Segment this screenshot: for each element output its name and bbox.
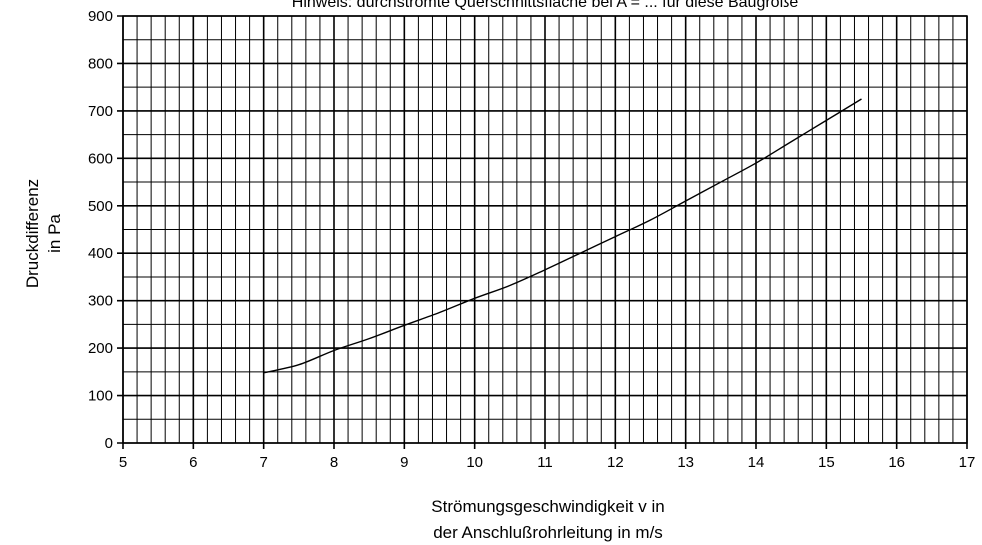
x-tick-label: 15 bbox=[818, 454, 835, 471]
y-axis-label: Druckdifferenz in Pa bbox=[23, 179, 64, 288]
y-tick-label: 100 bbox=[88, 388, 113, 405]
x-tick-label: 13 bbox=[677, 454, 694, 471]
y-label-line: Druckdifferenz bbox=[23, 179, 42, 288]
x-axis-label: Strömungsgeschwindigkeit v in der Anschlu… bbox=[431, 497, 664, 542]
series-line bbox=[263, 98, 862, 374]
y-tick-label: 500 bbox=[88, 198, 113, 215]
y-tick-label: 0 bbox=[105, 435, 113, 452]
y-tick-label: 200 bbox=[88, 340, 113, 357]
x-label-line: der Anschlußrohrleitung in m/s bbox=[433, 523, 663, 542]
x-label-line: Strömungsgeschwindigkeit v in bbox=[431, 497, 664, 516]
x-tick-label: 10 bbox=[466, 454, 483, 471]
x-tick-label: 17 bbox=[959, 454, 976, 471]
x-tick-label: 12 bbox=[607, 454, 624, 471]
y-tick-label: 300 bbox=[88, 293, 113, 310]
y-tick-label: 800 bbox=[88, 55, 113, 72]
x-tick-label: 16 bbox=[888, 454, 905, 471]
x-tick-label: 14 bbox=[748, 454, 765, 471]
y-label-line: in Pa bbox=[45, 214, 64, 253]
x-tick-label: 7 bbox=[259, 454, 267, 471]
major-grid bbox=[117, 15, 968, 449]
x-tick-label: 8 bbox=[330, 454, 338, 471]
x-tick-label: 9 bbox=[400, 454, 408, 471]
y-tick-label: 600 bbox=[88, 150, 113, 167]
y-tick-label: 400 bbox=[88, 245, 113, 262]
y-tick-label: 700 bbox=[88, 103, 113, 120]
x-tick-label: 5 bbox=[119, 454, 127, 471]
x-tick-label: 11 bbox=[537, 454, 553, 471]
x-tick-label: 6 bbox=[189, 454, 197, 471]
plot-frame bbox=[122, 15, 968, 444]
tick-labels: 5 6 7 8 9 10 11 12 13 14 15 16 17 0 100 200 300 400 500 600… bbox=[88, 8, 975, 471]
y-label-group: Druckdifferenz in Pa bbox=[23, 179, 64, 288]
chart-title: Hinweis: durchströmte Querschnittsfläche… bbox=[292, 0, 799, 11]
y-tick-label: 900 bbox=[88, 8, 113, 25]
